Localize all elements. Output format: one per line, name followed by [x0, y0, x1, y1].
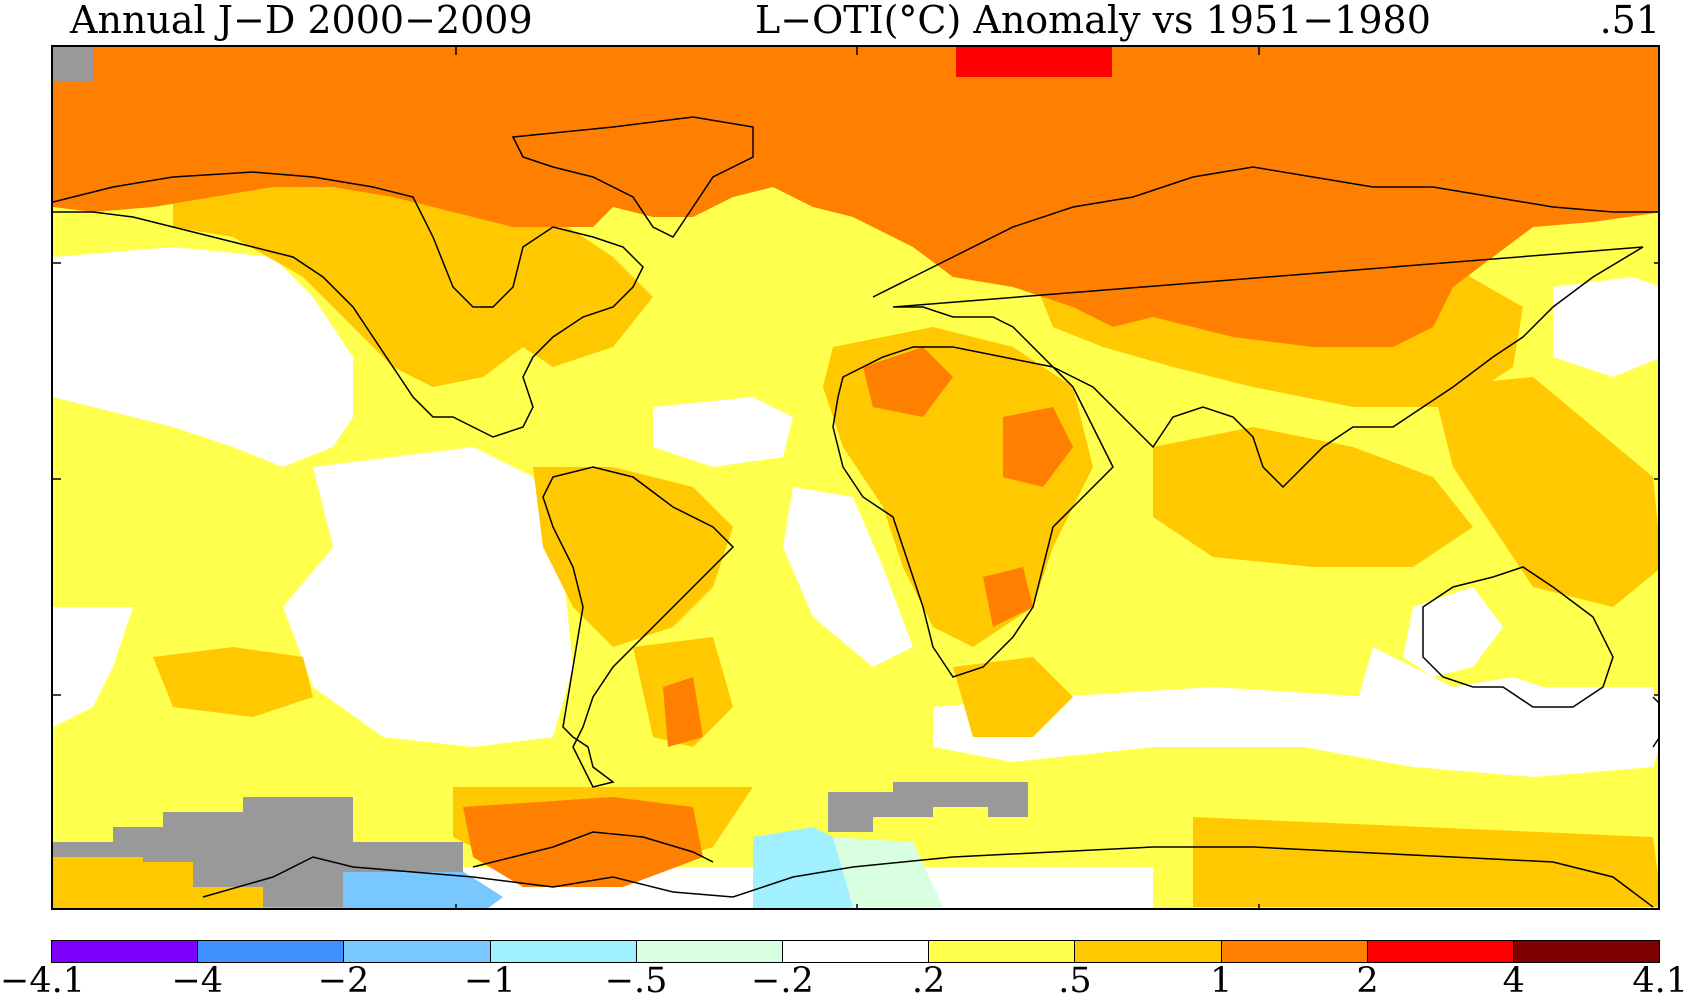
hot-region-antarctic-peninsula — [463, 797, 703, 887]
coastline-antarctica — [202, 846, 1654, 908]
global-mean-value: .51 — [1599, 0, 1660, 42]
warm-region-southern-ocean-east — [1193, 817, 1658, 907]
colorbar-swatch — [636, 941, 783, 962]
axis-ticks — [53, 47, 1658, 908]
colorbar-swatch — [929, 941, 1076, 962]
warm-region-indian-ocean — [1153, 427, 1473, 567]
hot-region-sahara — [863, 347, 953, 417]
colorbar-swatch — [52, 941, 199, 962]
cool-region-weddell — [753, 827, 853, 908]
warm-region-indo-pacific — [1433, 377, 1658, 607]
missing-data-arctic-corner — [53, 47, 93, 82]
colorbar-tick-label: .5 — [1058, 961, 1092, 1001]
very-hot-region-arctic — [956, 47, 1112, 77]
map-title-period: Annual J−D 2000−2009 — [70, 0, 533, 42]
color-scale-legend — [51, 940, 1660, 963]
white-region-sw-pacific — [1353, 647, 1658, 747]
color-scale-labels: −4.1 −4 −2 −1 −.5 −.2 .2 .5 1 2 4 4.1 — [0, 963, 1688, 1000]
hot-region-arctic — [53, 47, 1658, 347]
warm-region-north-america — [173, 177, 653, 387]
map-title-variable: L−OTI(°C) Anomaly vs 1951−1980 — [755, 0, 1431, 42]
coastline-north-america — [53, 171, 644, 438]
hot-region-south-atlantic — [663, 677, 703, 747]
colorbar-swatch — [490, 941, 637, 962]
colorbar-tick-label: −.5 — [604, 961, 668, 1001]
colorbar-swatch — [1221, 941, 1368, 962]
coastline-europe-africa — [832, 346, 1114, 678]
colorbar-tick-label: 1 — [1210, 961, 1233, 1001]
colorbar-swatch — [782, 941, 930, 962]
white-region-north-pacific — [53, 247, 353, 467]
colorbar-swatch — [1513, 941, 1660, 962]
colorbar-tick-label: 4 — [1502, 961, 1525, 1001]
white-region-southeast-pacific — [53, 607, 133, 727]
warm-region-south-pacific — [153, 647, 313, 717]
colorbar-swatch — [1367, 941, 1514, 962]
hot-region-southern-africa — [983, 567, 1033, 627]
colorbar-tick-label: −2 — [317, 961, 370, 1001]
colorbar-swatch — [344, 941, 491, 962]
colorbar-tick-label: 2 — [1356, 961, 1379, 1001]
white-region-south-pacific — [283, 447, 573, 747]
white-region-atlantic — [653, 397, 793, 467]
white-region-south-atlantic — [783, 487, 913, 667]
anomaly-map — [51, 45, 1660, 910]
coastline-south-america — [542, 466, 735, 788]
colorbar-tick-label: −.2 — [750, 961, 814, 1001]
white-region-north-indian — [1553, 277, 1658, 377]
warm-region-southern-africa — [953, 657, 1073, 737]
coastline-antarctic-peninsula — [472, 831, 714, 868]
white-region-australia — [1403, 587, 1503, 677]
coastline-greenland — [511, 116, 754, 238]
missing-data-south-pacific — [53, 797, 463, 907]
colorbar-tick-label: −4 — [171, 961, 224, 1001]
coastline-eurasia — [872, 166, 1658, 489]
colorbar-swatch — [1075, 941, 1222, 962]
hot-region-central-africa — [1003, 407, 1073, 487]
missing-data-weddell-sector — [828, 782, 1028, 832]
colorbar-swatch — [198, 941, 345, 962]
colorbar-tick-label: −4.1 — [0, 961, 85, 1001]
colorbar-tick-label: −1 — [464, 961, 516, 1001]
colorbar-tick-label: 4.1 — [1632, 961, 1688, 1001]
colorbar-tick-label: .2 — [911, 961, 946, 1001]
slightly-cool-region-antarctic — [833, 837, 943, 907]
coastline-australia — [1422, 566, 1614, 708]
coastlines — [53, 116, 1658, 908]
